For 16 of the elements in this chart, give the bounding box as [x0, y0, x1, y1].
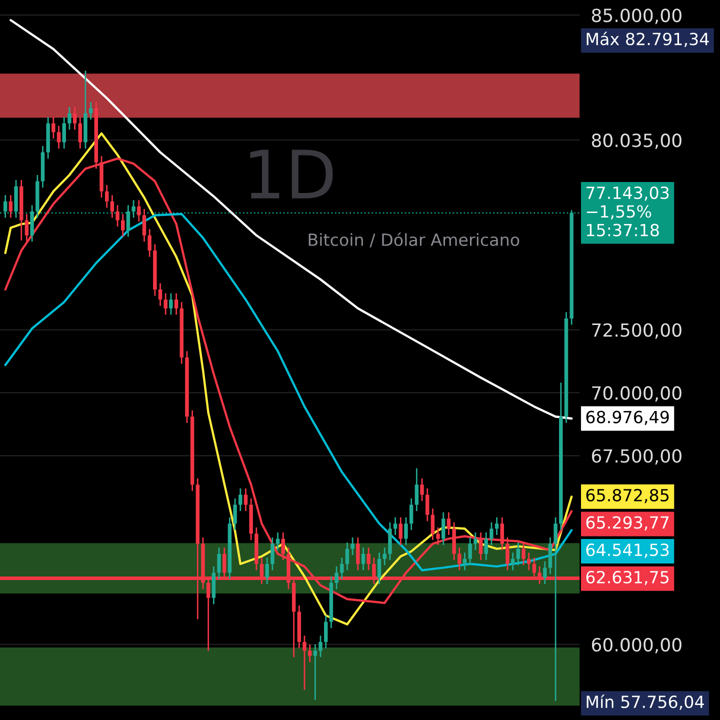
y-tick-label: 72.500,00 [592, 323, 682, 339]
y-tick-label: 60.000,00 [592, 638, 682, 654]
text: Mín 57.756,04 [586, 694, 704, 710]
data-label: 65.293,77 [586, 516, 669, 530]
text: Máx 82.791,34 [586, 32, 709, 47]
data-label: 68.976,49 [586, 410, 669, 426]
ref-line-label: 77.143,03 −1,55% 15:37:18 [586, 186, 669, 236]
y-tick-label: 70.000,00 [592, 386, 682, 402]
data-label: 64.541,53 [586, 544, 669, 558]
ref-line-label: 62.631,75 [586, 570, 669, 586]
y-tick-label: 67.500,00 [592, 449, 682, 465]
y-tick-label: 80.035,00 [592, 134, 682, 150]
data-label: 65.872,85 [586, 488, 669, 504]
text: Bitcoin / Dólar Americano [308, 232, 520, 248]
text: 1D [250, 150, 333, 198]
y-tick-label: 85.000,00 [592, 8, 682, 24]
